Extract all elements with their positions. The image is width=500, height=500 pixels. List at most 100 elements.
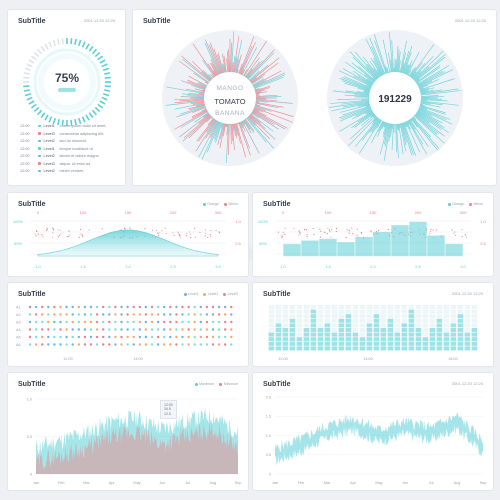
legend-label: Level2 [207, 292, 219, 296]
x-tick-label: Jan [33, 481, 39, 485]
scatter-point [53, 229, 55, 231]
level-cell [303, 323, 310, 328]
level-cell [282, 346, 289, 351]
level-cell [359, 337, 366, 342]
matrix-dot [95, 328, 99, 331]
matrix-dot [41, 343, 44, 346]
level-cell [401, 337, 408, 342]
matrix-dot [156, 335, 160, 339]
matrix-dot [156, 313, 160, 316]
burst-ray [228, 121, 230, 156]
level-cell [422, 328, 429, 332]
burst-ray [187, 79, 209, 89]
scatter-point [320, 230, 322, 232]
matrix-dot [89, 343, 93, 346]
row-label: A3 [16, 320, 21, 324]
burst-ray [238, 36, 255, 76]
scatter-point [312, 227, 314, 230]
fruit-word-tomato: TOMATO [214, 97, 246, 106]
level-cell [450, 314, 457, 319]
level-cell [317, 346, 324, 351]
level-cell [331, 309, 338, 314]
burst-ray [194, 88, 207, 93]
scatter-point [430, 228, 432, 230]
level-cell [436, 341, 443, 346]
matrix-dot [144, 313, 148, 316]
level-cell [394, 346, 401, 351]
burst-ray [201, 119, 221, 160]
level-cell [436, 337, 443, 342]
level-cell [408, 328, 415, 332]
scatter-point [465, 236, 468, 238]
burst-ray [396, 46, 399, 75]
burst-ray [370, 119, 385, 144]
level-cell [331, 314, 338, 319]
scatter-point [370, 231, 372, 233]
level-cell [310, 332, 317, 337]
level-cell [289, 314, 296, 319]
matrix-dot [163, 320, 166, 324]
scatter-point [81, 234, 83, 236]
burst-ray [350, 113, 378, 140]
burst-ray [351, 111, 376, 129]
log-text: sed do eiusmod [59, 139, 87, 143]
matrix-dot [205, 328, 209, 331]
level-cell [464, 337, 471, 342]
level-cell [415, 341, 422, 346]
burst-ray [405, 64, 412, 77]
level-cell [366, 341, 373, 346]
scatter-point [165, 232, 167, 235]
row-label: A4 [16, 328, 21, 332]
level-cell [387, 341, 394, 346]
matrix-dot [108, 305, 111, 309]
level-cell [401, 323, 408, 328]
matrix-dot [28, 328, 32, 331]
burst-ray [415, 110, 450, 133]
scatter-point [281, 235, 284, 237]
level-cell [408, 318, 415, 323]
gauge-tick [57, 119, 60, 126]
x-tick-label: Aug [454, 481, 461, 485]
level-cell [436, 332, 443, 337]
matrix-dot [120, 328, 123, 331]
burst-ray [250, 110, 275, 125]
matrix-dot [126, 343, 129, 346]
scatter-point [326, 233, 328, 235]
matrix-dot [132, 313, 135, 316]
scatter-point [435, 229, 438, 231]
matrix-dot [71, 343, 74, 346]
level-cell [436, 305, 443, 309]
x-tick-label: Feb [58, 481, 65, 485]
x-tick-label: 12:00 [278, 357, 288, 361]
matrix-dot [193, 335, 196, 339]
level-cell [457, 328, 464, 332]
scatter-point [329, 231, 331, 233]
matrix-dot [89, 320, 93, 324]
burst-ray [223, 121, 227, 137]
bottom-tick-label: 1.0 [280, 264, 286, 269]
card-title: SubTitle [18, 201, 46, 208]
burst-ray [409, 62, 423, 80]
gauge-tick [85, 43, 90, 50]
matrix-dot [41, 305, 44, 309]
scatter-point [158, 232, 160, 234]
log-level: Level1 [43, 146, 55, 151]
burst-ray [248, 57, 280, 84]
side-tick-label: 0.5 [235, 241, 241, 246]
matrix-dot [224, 320, 227, 324]
gauge-tick [99, 100, 106, 105]
burst-ray [182, 113, 213, 142]
matrix-dot [181, 343, 184, 346]
burst-ray [359, 118, 383, 154]
burst-ray [354, 111, 376, 128]
legend-dot [194, 382, 198, 386]
burst-ray [210, 119, 220, 139]
matrix-dot [95, 305, 99, 309]
level-cell [359, 309, 366, 314]
matrix-dot [59, 335, 62, 339]
burst-ray [344, 94, 372, 97]
x-tick-label: 14:00 [363, 357, 373, 361]
level-cell [408, 314, 415, 319]
gauge-tick [33, 106, 40, 113]
x-tick-label: Apr [350, 481, 357, 485]
